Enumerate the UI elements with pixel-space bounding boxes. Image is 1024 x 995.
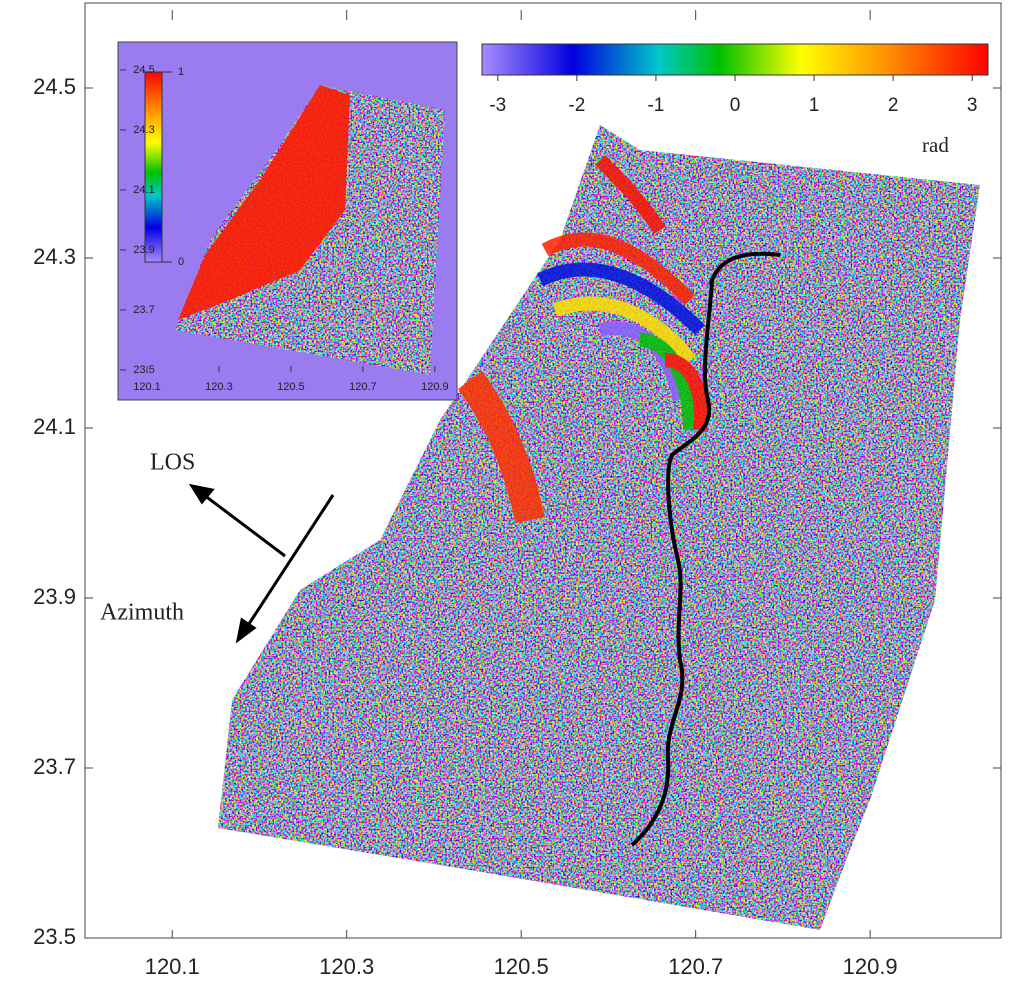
fault-trace bbox=[630, 251, 781, 847]
y-tick-label: 24.1 bbox=[33, 414, 76, 439]
x-tick-label: 120.3 bbox=[319, 954, 374, 979]
inset-colorbar bbox=[144, 71, 163, 263]
inset-x-tick-label: 120.1 bbox=[133, 381, 161, 393]
inset-x-tick-label: 120.9 bbox=[421, 381, 449, 393]
inset-high-coherence bbox=[178, 85, 350, 320]
x-tick-label: 120.9 bbox=[843, 954, 898, 979]
y-tick-label: 24.5 bbox=[33, 74, 76, 99]
inset-y-tick-label: 23.7 bbox=[133, 304, 154, 316]
colorbar-tick-label: 0 bbox=[730, 95, 741, 116]
inset-x-tick-label: 120.5 bbox=[277, 381, 305, 393]
y-tick-label: 23.9 bbox=[33, 584, 76, 609]
colorbar bbox=[481, 43, 989, 76]
x-tick-label: 120.7 bbox=[668, 954, 723, 979]
inset-y-tick-label: 24.3 bbox=[133, 124, 154, 136]
inset-y-tick-label: 23.5 bbox=[133, 364, 154, 376]
inset-y-tick-label: 24.1 bbox=[133, 184, 154, 196]
colorbar-unit: rad bbox=[922, 133, 949, 157]
inset-x-tick-label: 120.7 bbox=[349, 381, 377, 393]
inset-colorbar-tick-label: 0 bbox=[178, 256, 184, 268]
colorbar-tick-label: -3 bbox=[489, 95, 506, 116]
inset-y-tick-label: 24.5 bbox=[133, 64, 154, 76]
colorbar-tick-label: 2 bbox=[888, 95, 899, 116]
y-tick-label: 24.3 bbox=[33, 244, 76, 269]
x-tick-label: 120.5 bbox=[494, 954, 549, 979]
inset-y-tick-label: 23.9 bbox=[133, 244, 154, 256]
colorbar-tick-label: 3 bbox=[967, 95, 978, 116]
inset-x-tick-label: 120.3 bbox=[205, 381, 233, 393]
colorbar-tick-label: 1 bbox=[809, 95, 820, 116]
colorbar-tick-label: -1 bbox=[647, 95, 664, 116]
los-label: LOS bbox=[150, 450, 195, 476]
inset bbox=[117, 41, 458, 401]
colorbar-tick-label: -2 bbox=[568, 95, 585, 116]
interferogram bbox=[218, 125, 980, 930]
y-tick-label: 23.7 bbox=[33, 754, 76, 779]
fringes bbox=[457, 155, 708, 524]
azimuth-label: Azimuth bbox=[100, 600, 184, 626]
direction-arrows bbox=[188, 483, 335, 644]
x-tick-label: 120.1 bbox=[145, 954, 200, 979]
y-tick-label: 23.5 bbox=[33, 924, 76, 949]
inset-colorbar-tick-label: 1 bbox=[178, 66, 184, 78]
